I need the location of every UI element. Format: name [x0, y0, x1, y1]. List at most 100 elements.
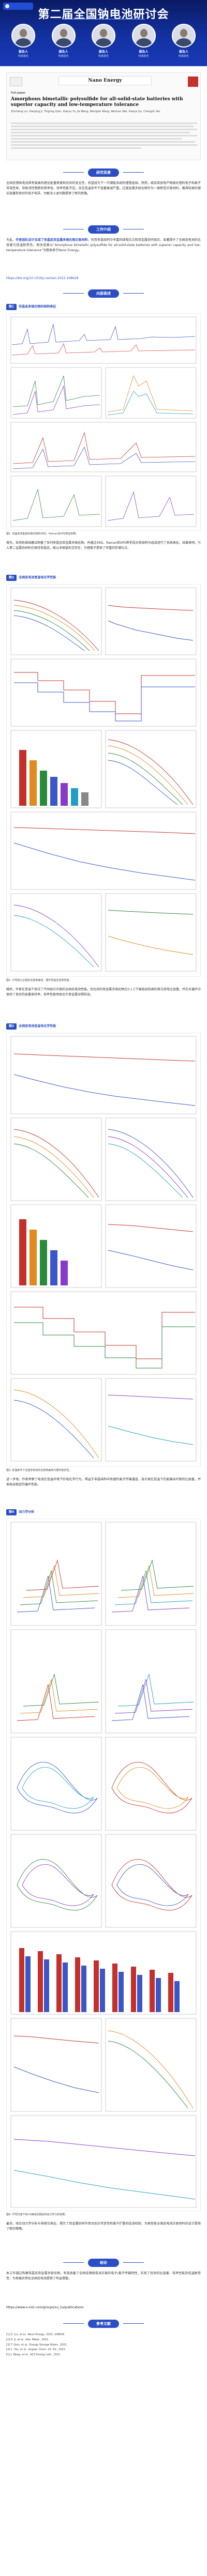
cycling-panel [105, 587, 197, 655]
figure-1-title: 非晶态多硫化物的结构表征 [19, 305, 56, 309]
reference-item: [2] H. Ji, et al., Adv. Mater., 2022. [6, 2338, 49, 2341]
group-link[interactable]: https://www.x-mol.com/groups/xu_liu/publ… [6, 2306, 84, 2309]
reference-item: [5] J. Wang, et al., ACS Energy Lett., 2… [6, 2353, 61, 2356]
stacked-panel-row-1 [10, 1522, 197, 1626]
speaker-card: 报告人 特邀报告 [87, 24, 120, 59]
speaker-name: 报告人 [139, 50, 149, 54]
panel-c [105, 367, 197, 419]
lt-extra-panel [10, 1378, 197, 1462]
section-title-content: 内容表述 [63, 289, 144, 298]
figure-2-graphic [10, 587, 197, 972]
figure-1-tag: 图1 [6, 304, 17, 310]
lt-curves-panel [10, 1117, 197, 1201]
speaker-card: 报告人 特邀报告 [7, 24, 39, 59]
section-title-summary: 结论 [63, 2259, 144, 2267]
speaker-card: 报告人 特邀报告 [128, 24, 160, 59]
figure-4-graphic [10, 1522, 197, 2208]
lt-bars-panel [10, 1204, 197, 1288]
speaker-photo [172, 24, 196, 48]
speaker-org: 特邀报告 [98, 55, 109, 58]
speaker-photo [131, 24, 156, 48]
summary-paragraph: 本工作通过构建非晶态双金属多硫化物，有效改善了全固态锂硫电池正极的电子/离子传输… [6, 2272, 201, 2281]
figure-2 [6, 584, 201, 977]
figure-2-label: 图2 全固态电池室温电化学性能 [6, 575, 201, 581]
panel-f [105, 476, 197, 527]
final-panels [10, 2018, 197, 2208]
rate-panel [10, 658, 197, 727]
bar-group [19, 1948, 180, 2012]
speaker-photo [11, 24, 35, 48]
content-paragraph-1: 首先，采用机械球磨法制备了系列非晶态双金属多硫化物，并通过XRD、Raman和X… [6, 541, 201, 550]
reference-list: [1] Z. Liu, et al., Nano Energy, 2023, 1… [6, 2333, 201, 2358]
publisher-logo [10, 77, 22, 86]
section-title-work: 工作介绍 [63, 225, 144, 234]
speaker-card: 报告人 特邀报告 [168, 24, 200, 59]
figure-2-tag: 图2 [6, 575, 17, 581]
intro-paragraph: 全固态锂硫电池具有极高的理论能量密度和优异的安全性，有望成为下一代储能系统的理想… [6, 181, 201, 196]
journal-cover [188, 76, 198, 87]
journal-name: Nano Energy [58, 76, 152, 85]
panel-e [10, 476, 102, 527]
content-paragraph-3: 进一步地，作者考察了电池在低温环境下的电化学行为。得益于非晶结构中快速的离子传输… [6, 1478, 201, 1487]
speaker-name: 报告人 [18, 50, 28, 54]
speaker-photo [51, 24, 76, 48]
speaker-org: 特邀报告 [18, 55, 28, 58]
abstract-text-block [11, 122, 197, 150]
paper-authors: Zhicheng Liu, Haoqing Ji, Tingting Qian,… [11, 110, 160, 113]
figure-4-label: 图4 动力学分析 [6, 1509, 201, 1515]
figure-3-graphic [10, 1036, 197, 1462]
figure-4-tag: 图4 [6, 1509, 17, 1515]
figure-3-label: 图3 全固态电池低温电化学性能 [6, 1023, 201, 1030]
cv-panels-2 [10, 1834, 197, 1928]
organizer-logo [3, 3, 33, 10]
work-paragraph: 为此，作者团队设计合成了非晶态双金属多硫化物正极材料，利用非晶结构中丰富的缺陷位… [6, 238, 201, 254]
content-paragraph-4: 最后，结合动力学分析与非原位表征，揭示了双金属协同作用对反应可逆性和离子扩散的促… [6, 2222, 201, 2231]
speaker-name: 报告人 [58, 50, 68, 54]
figure-2-caption: 图2. 不同组分正极的充放电曲线、循环性能及倍率性能。 [6, 979, 72, 982]
long-cycle-panel [10, 811, 197, 890]
figure-1-label: 图1 非晶态多硫化物的结构表征 [6, 304, 201, 310]
figure-4-caption: 图4. 不同扫速下的CV曲线及相应的动力学分析结果。 [6, 2213, 68, 2216]
figure-3 [6, 1033, 201, 1467]
panel-a [10, 316, 197, 364]
speaker-card: 报告人 特邀报告 [48, 24, 80, 59]
panel-d [10, 422, 197, 472]
extra-panel [10, 893, 197, 972]
work-text-pre: 为此， [6, 238, 16, 242]
figure-4 [6, 1519, 201, 2211]
speaker-photo [92, 24, 115, 48]
article-type: Full paper [11, 91, 26, 95]
bar-summary-panel [10, 1931, 197, 2015]
panel-b [10, 367, 102, 419]
section-title-background: 研究背景 [63, 168, 144, 177]
figure-1-caption: 图1. 非晶态双金属多硫化物的XRD、Raman及XPS表征结果。 [6, 532, 79, 535]
conference-banner: 第二届全国钠电池研讨会 报告人 特邀报告 报告人 特邀报告 报告人 特邀报告 报… [0, 0, 207, 66]
reference-item: [1] Z. Liu, et al., Nano Energy, 2023, 1… [6, 2333, 65, 2336]
speaker-org: 特邀报告 [58, 55, 69, 58]
figure-1 [6, 313, 201, 530]
figure-3-title: 全固态电池低温电化学性能 [19, 1024, 56, 1028]
cv-panels [10, 1737, 197, 1831]
work-text-highlight: 作者团队设计合成了非晶态双金属多硫化物正极材料 [16, 238, 88, 242]
figure-2-title: 全固态电池室温电化学性能 [19, 576, 56, 579]
speaker-row: 报告人 特邀报告 报告人 特邀报告 报告人 特邀报告 报告人 特邀报告 报告人 [7, 24, 200, 59]
reference-item: [4] C. Yan, et al., Angew. Chem. Int. Ed… [6, 2348, 66, 2352]
charge-discharge-panel [10, 587, 102, 655]
journal-strip [10, 76, 198, 87]
doi-link[interactable]: https://doi.org/10.1016/j.nanoen.2023.10… [6, 277, 79, 280]
reference-item: [3] T. Qian, et al., Energy Storage Mate… [6, 2343, 68, 2347]
figure-3-caption: 图3. 低温条件下全固态电池的充放电曲线与循环稳定性。 [6, 1469, 72, 1472]
paper-header: Nano Energy Full paper Amorphous bimetal… [6, 72, 201, 160]
bar-panel [10, 730, 102, 808]
speaker-org: 特邀报告 [138, 55, 149, 58]
curves-panel [105, 730, 197, 808]
lt-rate-panel [10, 1291, 197, 1375]
figure-3-tag: 图3 [6, 1023, 17, 1030]
banner-divider [62, 19, 145, 20]
work-text-post: ，利用非晶结构中丰富的缺陷位点和双金属协同效应，显著提升了全固态电池的比容量与低… [6, 238, 201, 253]
speaker-org: 特邀报告 [178, 55, 189, 58]
figure-1-graphic [10, 316, 197, 527]
paper-title[interactable]: Amorphous bimetallic polysulfide for all… [11, 97, 183, 108]
lt-cycle-panel [10, 1036, 197, 1114]
figure-4-title: 动力学分析 [19, 1510, 35, 1514]
